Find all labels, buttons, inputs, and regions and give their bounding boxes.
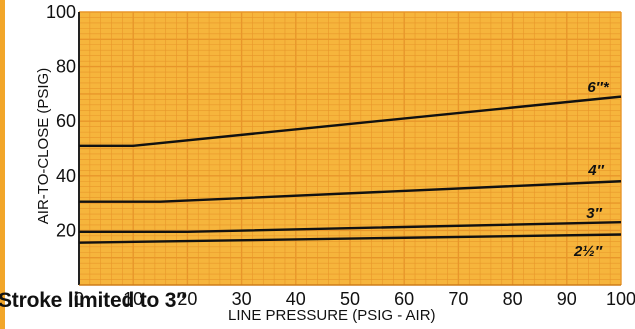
series-line [79,180,622,203]
y-axis-label: AIR-TO-CLOSE (PSIG) [35,68,52,224]
y-tick-labels: 20 40 60 80 100 [46,2,76,240]
x-tick-label: 100 [606,289,635,309]
stroke-footnote: Stroke limited to 3″ [0,289,187,312]
series-label: 4″ [587,162,604,179]
grid [78,11,622,286]
x-tick-label: 10 [123,289,143,309]
y-tick-label: 20 [56,220,76,240]
y-tick-label: 60 [56,111,76,131]
series-label: 2½″ [573,243,603,260]
series-labels: 6″* 4″ 3″ 2½″ [573,79,610,260]
x-tick-label: 0 [74,289,84,309]
series-group [78,95,622,244]
series-label: 3″ [586,205,602,222]
y-tick-label: 80 [56,57,76,77]
series-line [78,233,622,244]
x-tick-labels: 0 10 20 30 40 50 60 70 80 90 100 [74,289,635,309]
x-tick-label: 30 [232,289,252,309]
series-line [79,221,622,233]
x-tick-label: 90 [557,289,577,309]
left-color-strip [0,0,5,329]
y-tick-label: 40 [56,166,76,186]
x-axis-label: LINE PRESSURE (PSIG - AIR) [228,307,436,324]
axes [78,12,621,286]
x-tick-label: 40 [286,289,306,309]
x-tick-label: 80 [503,289,523,309]
x-tick-label: 70 [448,289,468,309]
x-tick-label: 50 [340,289,360,309]
series-line [79,95,622,147]
x-tick-label: 60 [394,289,414,309]
y-tick-label: 100 [46,2,76,22]
series-label: 6″* [587,79,610,96]
x-tick-label: 20 [177,289,197,309]
